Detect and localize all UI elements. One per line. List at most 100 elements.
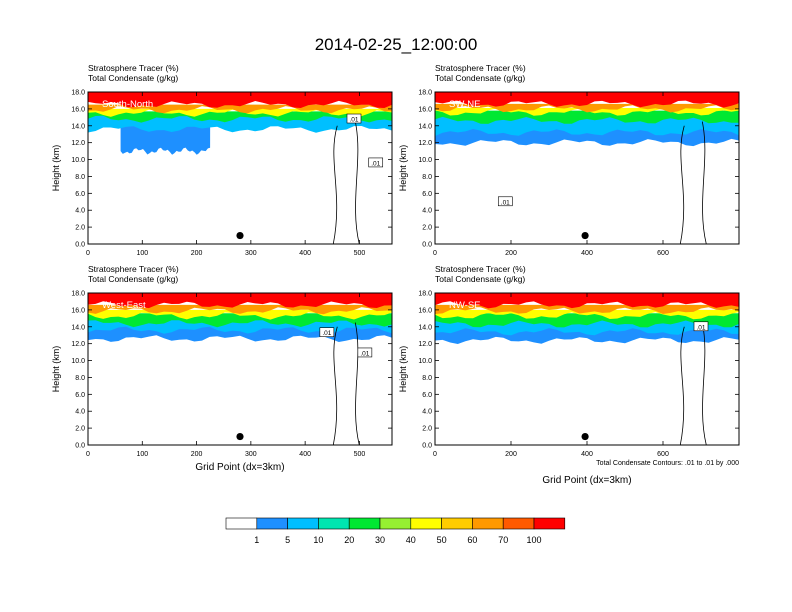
contour-label-box <box>497 196 513 207</box>
panel-west-east: Stratosphere Tracer (%)Total Condensate … <box>51 264 393 473</box>
location-marker <box>581 231 589 240</box>
colorbar-label: 1 <box>254 535 259 545</box>
contour-footnote: Total Condensate Contours: .01 to .01 by… <box>596 460 739 467</box>
y-tick-label: 16.0 <box>71 106 85 113</box>
location-marker <box>581 432 589 441</box>
x-tick-label: 0 <box>86 250 90 257</box>
x-tick-label: 400 <box>299 250 311 257</box>
y-tick-label: 16.0 <box>71 307 85 314</box>
y-tick-label: 18.0 <box>71 291 85 298</box>
y-tick-label: 8.0 <box>75 174 85 181</box>
colorbar-swatch <box>472 517 504 530</box>
y-tick-label: 0.0 <box>422 443 432 450</box>
plot-frame <box>87 292 393 446</box>
y-tick-label: 2.0 <box>75 225 85 232</box>
colorbar-label: 5 <box>285 535 290 545</box>
contour-label-box <box>693 321 709 332</box>
y-tick-label: 4.0 <box>422 208 432 215</box>
x-tick-label: 100 <box>136 451 148 458</box>
y-tick-label: 10.0 <box>71 358 85 365</box>
x-axis-label: Grid Point (dx=3km) <box>542 475 631 486</box>
tracer-band-60 <box>435 103 739 113</box>
colorbar-swatch <box>410 517 442 530</box>
colorbar-swatch <box>348 517 381 530</box>
panel-header-line: Total Condensate (g/kg) <box>435 274 525 284</box>
panel-nw-se: Stratosphere Tracer (%)Total Condensate … <box>398 264 740 486</box>
colorbar-label: 10 <box>313 535 323 545</box>
plot-frame <box>87 91 393 245</box>
y-tick-label: 2.0 <box>422 426 432 433</box>
condensate-contour <box>332 125 338 244</box>
tracer-band-1 <box>120 125 211 155</box>
y-tick-label: 14.0 <box>71 324 85 331</box>
x-tick-label: 400 <box>299 451 311 458</box>
x-tick-label: 300 <box>245 451 257 458</box>
x-tick-label: 200 <box>191 451 203 458</box>
colorbar-swatch <box>287 517 319 530</box>
tracer-band-20 <box>88 111 392 123</box>
panel-header-line: Total Condensate (g/kg) <box>88 73 178 83</box>
condensate-contour <box>354 322 360 445</box>
x-tick-label: 200 <box>505 250 517 257</box>
tracer-band-60 <box>88 304 392 315</box>
y-tick-label: 10.0 <box>71 157 85 164</box>
y-tick-label: 12.0 <box>71 140 85 147</box>
colorbar-swatch <box>256 517 288 530</box>
y-tick-label: 12.0 <box>418 140 432 147</box>
x-tick-label: 500 <box>354 451 366 458</box>
y-tick-label: 0.0 <box>422 242 432 249</box>
colorbar-swatch <box>441 517 473 530</box>
y-tick-label: 6.0 <box>422 191 432 198</box>
y-tick-label: 0.0 <box>75 242 85 249</box>
x-tick-label: 0 <box>433 451 437 458</box>
x-tick-label: 100 <box>136 250 148 257</box>
contour-label-box <box>368 157 384 168</box>
colorbar-swatch <box>318 517 350 530</box>
y-tick-label: 10.0 <box>418 157 432 164</box>
main-title: 2014-02-25_12:00:00 <box>315 35 478 54</box>
panel-south-north: Stratosphere Tracer (%)Total Condensate … <box>51 63 393 257</box>
x-tick-label: 600 <box>657 250 669 257</box>
y-axis-label: Height (km) <box>51 346 61 393</box>
y-tick-label: 6.0 <box>422 392 432 399</box>
y-tick-label: 4.0 <box>75 208 85 215</box>
y-tick-label: 6.0 <box>75 392 85 399</box>
tracer-band-60 <box>435 304 739 314</box>
panel-label: South-North <box>102 99 153 110</box>
colorbar-swatch <box>379 517 412 530</box>
x-axis-label: Grid Point (dx=3km) <box>195 462 284 473</box>
y-tick-label: 14.0 <box>71 123 85 130</box>
tracer-band-20 <box>435 110 739 124</box>
contour-label: .01 <box>501 199 510 206</box>
y-tick-label: 10.0 <box>418 358 432 365</box>
contour-label: .01 <box>322 330 331 337</box>
x-tick-label: 600 <box>657 451 669 458</box>
tracer-band-100 <box>88 92 392 108</box>
y-tick-label: 12.0 <box>71 341 85 348</box>
colorbar-swatch <box>225 517 258 530</box>
colorbar: 1 5 10 20 30 40 50 60 70 100 <box>225 517 566 545</box>
panel-header-line: Stratosphere Tracer (%) <box>435 63 526 73</box>
y-tick-label: 18.0 <box>418 291 432 298</box>
y-tick-label: 4.0 <box>422 409 432 416</box>
y-tick-label: 8.0 <box>75 375 85 382</box>
x-tick-label: 0 <box>433 250 437 257</box>
contour-label-box <box>357 347 373 358</box>
panel-header-line: Stratosphere Tracer (%) <box>88 264 179 274</box>
y-tick-label: 2.0 <box>422 225 432 232</box>
panel-header-line: Total Condensate (g/kg) <box>435 73 525 83</box>
colorbar-label: 30 <box>375 535 385 545</box>
colorbar-label: 70 <box>498 535 508 545</box>
tracer-band-20 <box>88 313 392 328</box>
x-tick-label: 400 <box>581 250 593 257</box>
y-tick-label: 4.0 <box>75 409 85 416</box>
colorbar-label: 40 <box>406 535 416 545</box>
contour-label: .01 <box>696 324 705 331</box>
y-tick-label: 8.0 <box>422 375 432 382</box>
contour-label-box <box>319 327 335 337</box>
x-tick-label: 200 <box>505 451 517 458</box>
panel-header-line: Total Condensate (g/kg) <box>88 274 178 284</box>
condensate-contour <box>679 125 685 244</box>
condensate-contour <box>701 121 707 244</box>
